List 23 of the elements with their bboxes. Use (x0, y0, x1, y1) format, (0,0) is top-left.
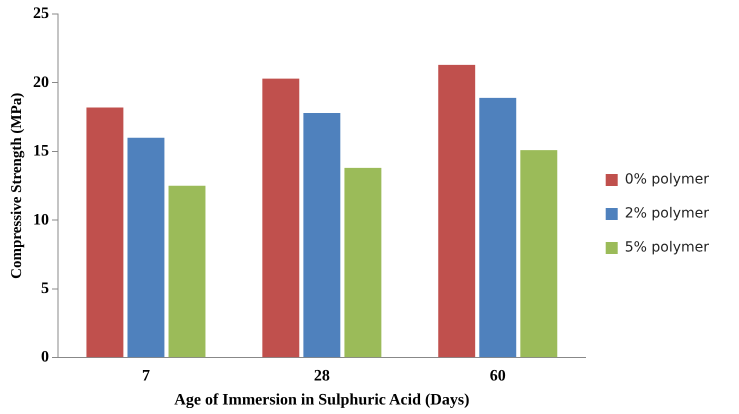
x-tick-label: 7 (142, 367, 150, 384)
legend-label: 5% polymer (624, 240, 710, 256)
y-axis-title: Compressive Strength (MPa) (8, 92, 25, 279)
y-tick-label: 15 (33, 142, 49, 160)
y-tick-label: 25 (33, 5, 49, 22)
x-axis-title: Age of Immersion in Sulphuric Acid (Days) (174, 392, 470, 409)
y-tick-label: 10 (33, 211, 49, 228)
y-tick-label: 5 (41, 280, 49, 298)
bar (86, 107, 124, 358)
bar (344, 168, 382, 358)
bar (127, 138, 164, 358)
x-tick-label: 60 (490, 367, 506, 384)
bar (438, 64, 476, 358)
y-tick-label: 20 (33, 74, 49, 91)
bar (303, 112, 340, 358)
bar (262, 78, 300, 358)
bar (168, 186, 206, 358)
x-tick-label: 28 (314, 367, 330, 384)
bar (479, 98, 516, 358)
y-tick-label: 0 (41, 348, 49, 366)
bar (520, 150, 558, 358)
legend-label: 0% polymer (624, 172, 710, 188)
legend-label: 2% polymer (624, 206, 710, 222)
